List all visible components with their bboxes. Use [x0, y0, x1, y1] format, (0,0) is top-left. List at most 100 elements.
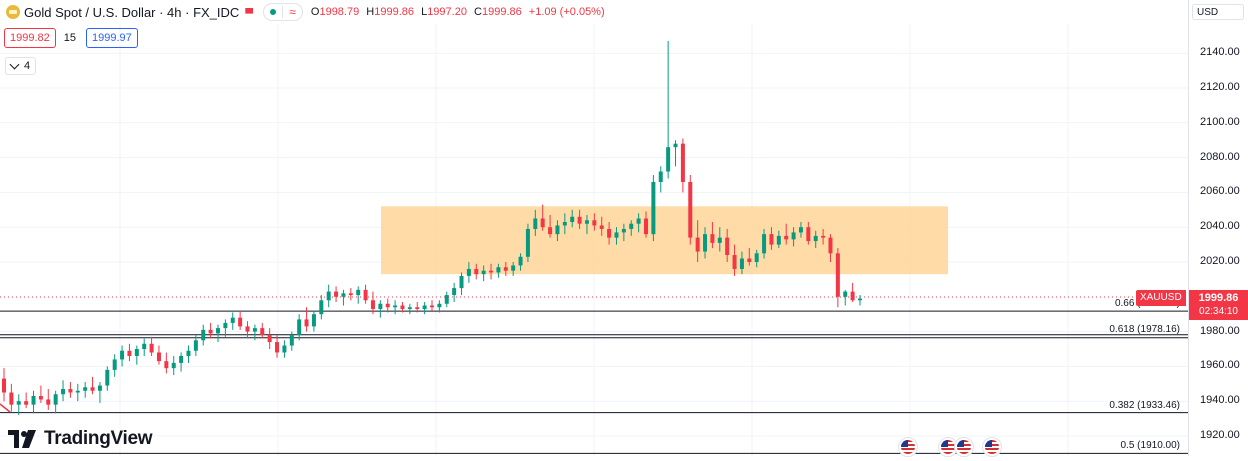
symbol-title[interactable]: Gold Spot / U.S. Dollar · 4h · FX_IDC — [24, 4, 240, 20]
candle-body — [525, 228, 530, 257]
candle-body — [747, 258, 752, 262]
candle-body — [2, 378, 6, 393]
candle-body — [430, 305, 434, 308]
candle-body — [24, 401, 29, 405]
flag-icon[interactable] — [245, 8, 254, 14]
candle-body — [703, 234, 708, 252]
candle-body — [540, 218, 545, 228]
candle-body — [208, 329, 213, 334]
price-tick-label: 2120.00 — [1200, 81, 1240, 93]
candle-body — [858, 298, 862, 301]
price-tick-label: 1940.00 — [1200, 394, 1240, 407]
candle-body — [275, 342, 280, 353]
candle-body — [518, 256, 523, 266]
candle-body — [710, 234, 715, 243]
brand-name: TradingView — [44, 428, 153, 449]
candle-body — [252, 328, 257, 332]
pill-divider — [282, 6, 284, 18]
candle-body — [658, 171, 663, 182]
candle-body — [474, 268, 479, 275]
candle-body — [75, 390, 80, 393]
candle-body — [370, 300, 375, 309]
candle-body — [629, 223, 634, 229]
candle-body — [171, 362, 176, 369]
candle-body — [16, 401, 21, 405]
indicators-count: 4 — [24, 60, 31, 72]
candle-body — [798, 227, 803, 233]
symbol-price-tag: XAUUSD — [1136, 290, 1186, 306]
candle-body — [149, 343, 154, 353]
chart-header: Gold Spot / U.S. Dollar · 4h · FX_IDC ≈ … — [0, 0, 609, 24]
bid-price-button[interactable]: 1999.82 — [4, 28, 56, 48]
last-price-tag: 1999.86 02:34:10 — [1189, 290, 1248, 320]
candle-body — [393, 305, 398, 308]
price-axis[interactable] — [1188, 0, 1248, 456]
us-event-flag-icon[interactable] — [938, 437, 958, 457]
candle-body — [688, 181, 693, 238]
candle-body — [164, 361, 169, 369]
chart-plot-area[interactable] — [0, 0, 1188, 456]
candle-body — [193, 340, 198, 351]
candle-body — [644, 218, 648, 235]
candle-body — [38, 395, 43, 400]
candle-body — [599, 225, 604, 229]
ask-price-button[interactable]: 1999.97 — [86, 28, 138, 48]
candle-body — [201, 329, 206, 341]
candle-body — [326, 291, 331, 301]
price-tick-label: 2020.00 — [1200, 255, 1240, 267]
candle-body — [548, 227, 553, 235]
candle-body — [754, 253, 759, 262]
candle-body — [186, 350, 191, 356]
candle-body — [422, 305, 427, 309]
candle-body — [289, 335, 294, 346]
us-event-flag-icon[interactable] — [982, 437, 1002, 457]
market-status-dot — [270, 9, 277, 15]
candle-body — [334, 291, 339, 297]
candle-body — [562, 221, 567, 226]
candle-body — [570, 216, 575, 222]
fib-level-label: 0.618 (1978.16) — [1109, 323, 1180, 335]
ohlc-open-label: O — [310, 6, 320, 18]
candle-body — [503, 267, 508, 271]
candle-body — [489, 270, 494, 273]
candle-body — [725, 237, 730, 256]
candle-body — [223, 322, 228, 329]
candle-body — [97, 385, 102, 391]
currency-selector[interactable]: USD — [1192, 4, 1244, 20]
candle-body — [673, 143, 678, 148]
candlestick-chart[interactable] — [0, 0, 1188, 456]
price-tick-label: 2080.00 — [1200, 150, 1240, 163]
candle-body — [311, 314, 316, 327]
candle-body — [31, 395, 36, 405]
ohlc-high-value: 1999.86 — [374, 6, 414, 18]
candle-body — [481, 270, 486, 275]
trendline-segment — [0, 403, 11, 413]
chevron-down-icon — [9, 59, 20, 70]
candle-body — [348, 293, 353, 296]
candle-body — [127, 350, 132, 356]
candle-body — [407, 307, 412, 309]
candle-body — [496, 267, 501, 273]
us-event-flag-icon[interactable] — [898, 437, 918, 457]
ohlc-close-label: C — [474, 6, 482, 18]
us-event-flag-icon[interactable] — [954, 437, 974, 457]
candle-body — [53, 394, 58, 405]
status-pill[interactable]: ≈ — [263, 3, 303, 21]
bid-ask-panel: 1999.82 15 1999.97 — [4, 28, 138, 48]
bar-countdown: 02:34:10 — [1199, 306, 1238, 317]
ohlc-low-label: L — [421, 6, 428, 18]
candle-body — [400, 305, 405, 309]
candle-body — [156, 352, 161, 362]
candle-body — [776, 235, 781, 245]
candle-body — [112, 359, 117, 370]
indicators-toggle[interactable]: 4 — [5, 57, 37, 75]
price-tick-label: 1920.00 — [1200, 429, 1240, 441]
candle-body — [356, 289, 361, 296]
price-tick-label: 1980.00 — [1200, 324, 1240, 337]
candle-body — [769, 234, 774, 245]
candle-body — [282, 345, 287, 353]
price-tick-label: 2060.00 — [1200, 185, 1240, 198]
tradingview-logo[interactable]: TradingView — [8, 428, 153, 450]
candle-body — [46, 399, 51, 405]
candle-body — [666, 147, 671, 172]
